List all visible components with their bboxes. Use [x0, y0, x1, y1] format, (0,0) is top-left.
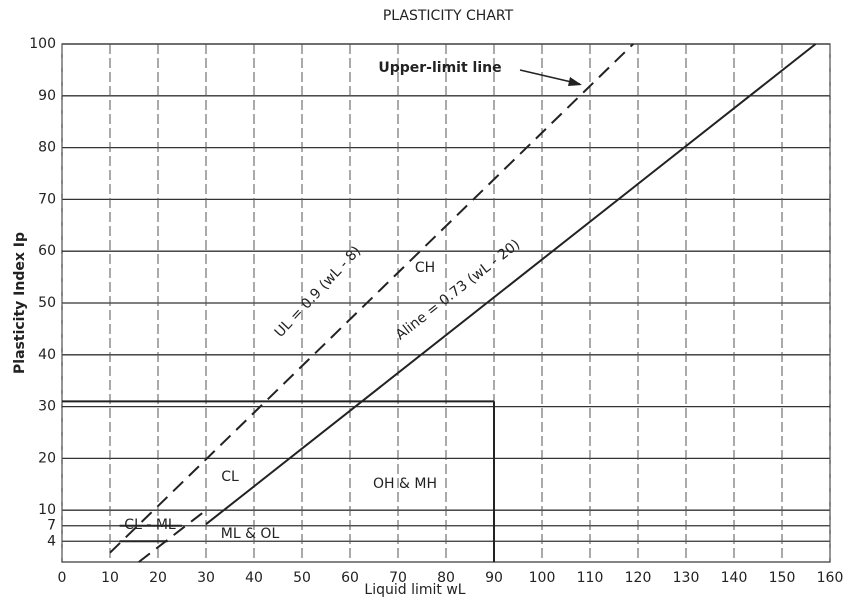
y-tick-label: 80	[38, 140, 56, 156]
x-tick-label: 40	[245, 570, 263, 586]
x-tick-label: 110	[577, 570, 604, 586]
y-tick-label: 7	[47, 518, 56, 534]
annotation: CH	[415, 260, 435, 276]
x-tick-label: 10	[101, 570, 119, 586]
y-tick-label: 100	[29, 36, 56, 52]
annotation: Upper-limit line	[378, 60, 501, 76]
x-tick-label: 60	[341, 570, 359, 586]
series-line	[138, 509, 207, 563]
x-tick-label: 130	[673, 570, 700, 586]
y-tick-label: 40	[38, 347, 56, 363]
y-tick-label: 50	[38, 295, 56, 311]
x-tick-label: 0	[58, 570, 67, 586]
y-tick-label: 4	[47, 533, 56, 549]
annotation: OH & MH	[373, 476, 437, 492]
x-tick-label: 30	[197, 570, 215, 586]
x-tick-label: 140	[721, 570, 748, 586]
series-line	[205, 43, 817, 525]
x-tick-label: 100	[529, 570, 556, 586]
y-axis-label: Plasticity Index Ip	[12, 232, 28, 374]
x-tick-label: 160	[817, 570, 844, 586]
x-tick-label: 150	[769, 570, 796, 586]
x-tick-label: 20	[149, 570, 167, 586]
y-tick-label: 30	[38, 399, 56, 415]
x-tick-label: 120	[625, 570, 652, 586]
x-tick-label: 90	[485, 570, 503, 586]
y-tick-label: 90	[38, 88, 56, 104]
annotation: CL	[221, 469, 239, 485]
y-tick-label: 70	[38, 191, 56, 207]
annotation: CL - ML	[124, 517, 176, 533]
x-tick-label: 70	[389, 570, 407, 586]
annotation: ML & OL	[221, 526, 280, 542]
y-tick-label: 10	[38, 502, 56, 518]
y-tick-label: 60	[38, 243, 56, 259]
x-tick-label: 80	[437, 570, 455, 586]
chart-title: PLASTICITY CHART	[383, 8, 514, 24]
x-tick-label: 50	[293, 570, 311, 586]
x-axis-label: Liquid limit wL	[364, 582, 465, 598]
y-tick-label: 20	[38, 450, 56, 466]
series-line	[109, 43, 634, 554]
arrow-head	[568, 77, 582, 86]
